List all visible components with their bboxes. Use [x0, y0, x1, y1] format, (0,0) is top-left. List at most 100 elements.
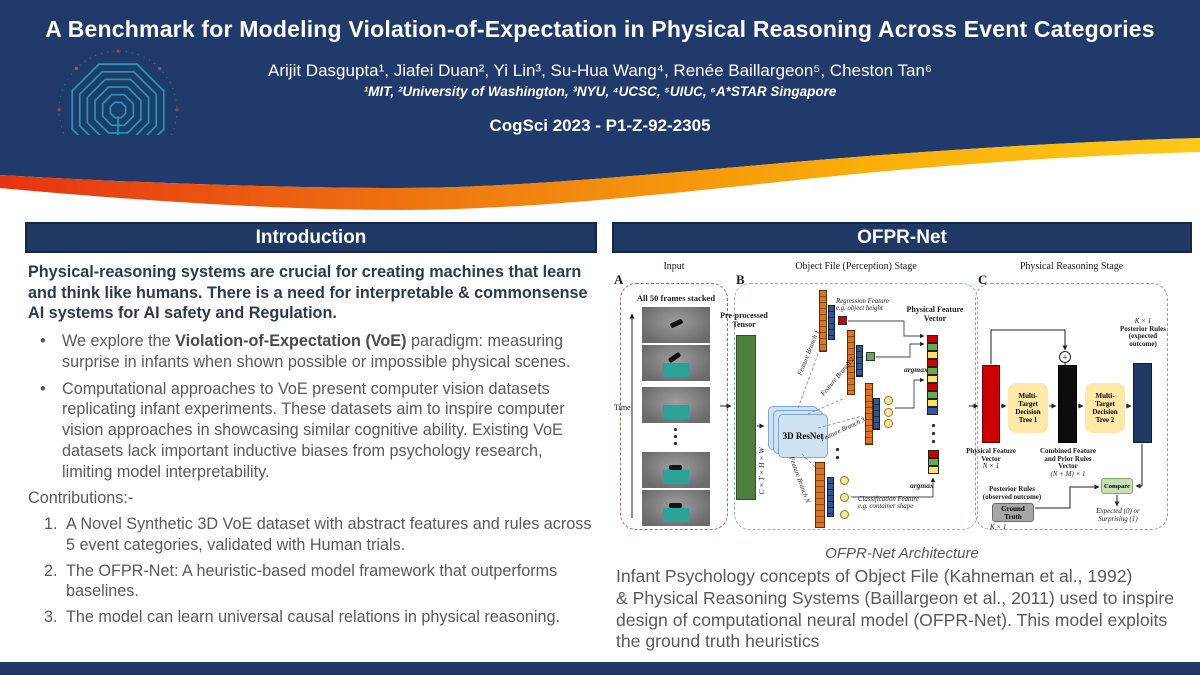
ground-truth-label: Ground Truth — [1001, 504, 1025, 521]
object-shape — [669, 503, 682, 508]
argmax-label: argmax — [904, 365, 928, 374]
ellipsis-dot — [932, 440, 935, 443]
container-shape — [663, 470, 689, 484]
ofpr-architecture-diagram: Input Object File (Perception) Stage Phy… — [612, 256, 1192, 544]
ellipsis-dot — [932, 432, 935, 435]
container-shape — [663, 508, 689, 522]
ofpr-paragraph: Infant Psychology concepts of Object Fil… — [616, 566, 1175, 652]
feature-bar — [815, 462, 825, 528]
posterior-observed-label: Posterior Rules (observed outcome) — [982, 485, 1042, 501]
feature-cell — [928, 458, 939, 466]
object-shape — [669, 465, 682, 470]
list-item: A Novel Synthetic 3D VoE dataset with ab… — [62, 514, 594, 555]
compare-box: Compare — [1101, 478, 1133, 494]
argmax-label: argmax — [910, 481, 934, 490]
feature-cell — [927, 351, 938, 359]
bullet1-bold: Violation-of-Expectation (VoE) — [175, 332, 407, 351]
intro-lead: Physical-reasoning systems are crucial f… — [28, 263, 588, 323]
posterior-rules-bar — [1133, 363, 1152, 443]
class-logit-node — [884, 408, 893, 417]
header-band: A Benchmark for Modeling Violation-of-Ex… — [0, 0, 1200, 171]
tensor-label: Pre-processed Tensor — [720, 311, 768, 329]
panel-c-letter: C — [978, 272, 988, 287]
physical-feature-vector — [927, 335, 938, 415]
feature-bar — [856, 345, 863, 377]
feature-cell — [927, 399, 938, 407]
panel-a-letter: A — [614, 272, 624, 287]
feature-bar — [873, 398, 880, 430]
list-item: We explore the Violation-of-Expectation … — [28, 331, 594, 372]
feature-cell — [927, 407, 938, 415]
list-item: Computational approaches to VoE present … — [28, 379, 594, 483]
ground-truth-dim: K × 1 — [990, 523, 1007, 531]
input-frame-thumbnail — [642, 345, 710, 381]
decision-tree-1: Multi-Target Decision Tree 1 — [1008, 383, 1048, 433]
list-item: The model can learn universal causal rel… — [62, 607, 594, 628]
time-axis-label: Time — [614, 403, 631, 412]
list-item: The OFPR-Net: A heuristic-based model fr… — [62, 561, 594, 602]
contributions-label: Contributions:- — [28, 489, 134, 508]
regression-feature-note: Regression Feature e.g. object height — [836, 298, 898, 313]
class-logit-node — [840, 510, 849, 519]
classification-example: e.g. container shape — [858, 503, 914, 511]
feature-cell — [927, 343, 938, 351]
feature-cell — [927, 391, 938, 399]
feature-vector-caption-title: Physical Feature Vector — [966, 447, 1016, 463]
combined-caption-title: Combined Feature and Prior Rules Vector — [1039, 447, 1097, 471]
poster-title: A Benchmark for Modeling Violation-of-Ex… — [45, 16, 1155, 42]
posterior-expected-label: Posterior Rules (expected outcome) — [1120, 324, 1166, 348]
decision-tree-2: Multi-Target Decision Tree 2 — [1085, 383, 1125, 433]
ellipsis-dot — [836, 448, 839, 451]
panel-a-title: Input — [663, 261, 685, 272]
feature-vector-dim: N × 1 — [982, 462, 1000, 471]
feature-cell — [927, 367, 938, 375]
feature-vector-caption: Physical Feature Vector N × 1 — [962, 447, 1020, 471]
poster-authors: Arijit Dasgupta¹, Jiafei Duan², Yi Lin³,… — [268, 61, 932, 80]
ellipsis-dot — [674, 442, 677, 445]
intro-section-header: Introduction — [25, 222, 597, 253]
intro-bullet-list: We explore the Violation-of-Expectation … — [28, 331, 594, 482]
class-logit-node — [840, 476, 849, 485]
classification-title: Classification Feature — [858, 496, 919, 503]
footer-band — [0, 662, 1200, 675]
preprocessed-tensor-bar — [736, 335, 756, 500]
class-logit-node — [884, 396, 893, 405]
feature-cell — [927, 375, 938, 383]
resnet-label: 3D ResNet — [782, 431, 824, 441]
regression-output-cell — [838, 316, 847, 325]
input-frame-thumbnail — [642, 387, 710, 423]
outcome-label: Expected (0) or Surprising (1) — [1096, 507, 1140, 523]
object-shape — [667, 351, 682, 364]
ofpr-section-header: OFPR-Net — [612, 222, 1192, 253]
bullet1-post: paradigm: measuring surprise in infants … — [62, 332, 571, 371]
input-frame-thumbnail — [642, 452, 710, 488]
class-logit-node — [884, 419, 893, 428]
panel-b-title: Object File (Perception) Stage — [795, 261, 917, 272]
ellipsis-dot — [674, 428, 677, 431]
panel-c-title: Physical Reasoning Stage — [1019, 261, 1124, 272]
regression-output-cell — [866, 352, 875, 361]
intro-body: Physical-reasoning systems are crucial f… — [28, 262, 594, 633]
classification-feature-note: Classification Feature e.g. container sh… — [858, 496, 924, 511]
feature-bar — [819, 290, 827, 352]
feature-bar — [865, 383, 873, 445]
feature-bar — [827, 477, 834, 517]
combined-vector-caption: Combined Feature and Prior Rules Vector … — [1038, 447, 1098, 478]
class-logit-node — [840, 493, 849, 502]
poster-affiliations: ¹MIT, ²University of Washington, ³NYU, ⁴… — [363, 84, 837, 99]
ground-truth-box: Ground Truth — [992, 503, 1034, 522]
bullet1-pre: We explore the — [62, 332, 176, 351]
header-ribbon — [0, 135, 1200, 210]
combined-dim: (N + M) × 1 — [1050, 469, 1086, 478]
regression-title: Regression Feature — [836, 298, 889, 305]
physical-feature-vector-bar — [982, 365, 1000, 443]
container-shape — [663, 363, 689, 377]
feature-cell — [928, 466, 939, 474]
input-frame-thumbnail — [642, 490, 710, 526]
posterior-expected-caption: K × 1 Posterior Rules (expected outcome) — [1118, 317, 1168, 348]
ellipsis-dot — [932, 424, 935, 427]
ellipsis-dot — [674, 435, 677, 438]
physical-feature-vector-label: Physical Feature Vector — [906, 305, 964, 323]
ellipsis-dot — [836, 456, 839, 459]
